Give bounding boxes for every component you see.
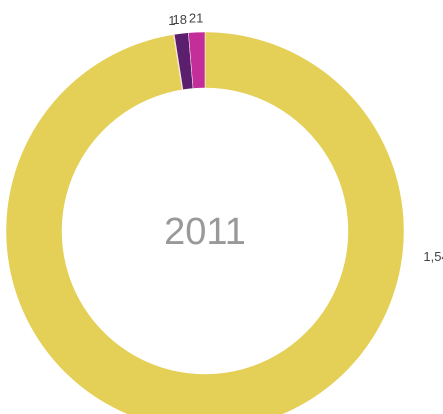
data-label: 21 bbox=[189, 11, 203, 26]
data-label: 1 bbox=[168, 13, 175, 28]
center-label: 2011 bbox=[164, 211, 246, 253]
donut-segment bbox=[5, 31, 405, 414]
data-label: 18 bbox=[173, 12, 187, 27]
data-label: 1,540 bbox=[423, 249, 443, 264]
donut-segment bbox=[188, 31, 206, 89]
